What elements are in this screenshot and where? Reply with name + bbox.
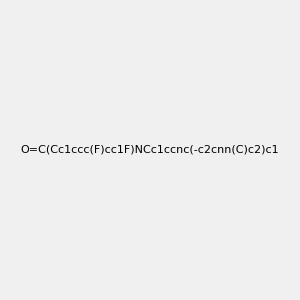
Text: O=C(Cc1ccc(F)cc1F)NCc1ccnc(-c2cnn(C)c2)c1: O=C(Cc1ccc(F)cc1F)NCc1ccnc(-c2cnn(C)c2)c… (21, 145, 279, 155)
